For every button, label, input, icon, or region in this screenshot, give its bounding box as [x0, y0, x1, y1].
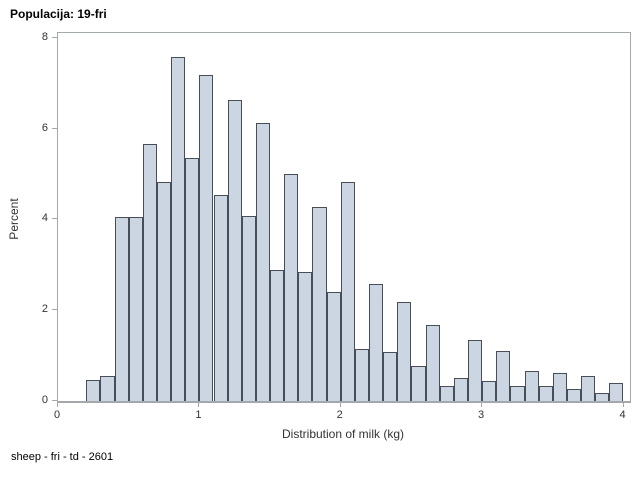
- y-tick-label: 8: [41, 30, 48, 43]
- histogram-bar: [284, 173, 299, 401]
- histogram-bar: [241, 215, 256, 401]
- histogram-bar: [595, 392, 610, 401]
- chart-title: Populacija: 19-fri: [10, 7, 107, 21]
- histogram-bar: [255, 123, 271, 401]
- histogram-bar: [326, 291, 341, 401]
- histogram-bar: [524, 370, 539, 401]
- x-tick-mark: [481, 402, 483, 407]
- histogram-bar: [538, 386, 553, 401]
- y-tick-mark: [52, 309, 57, 311]
- histogram-bar: [453, 377, 468, 401]
- x-tick-mark: [339, 402, 341, 407]
- x-tick-label: 3: [478, 409, 485, 421]
- histogram-bar: [354, 348, 369, 401]
- histogram-bar: [270, 269, 285, 401]
- histogram-bar: [439, 385, 454, 401]
- histogram-bar: [340, 182, 355, 401]
- histogram-bar: [114, 216, 129, 401]
- x-tick-label: 0: [53, 409, 61, 421]
- y-tick-label: 2: [41, 303, 48, 316]
- histogram-bar: [411, 365, 426, 401]
- x-tick-label: 2: [336, 409, 343, 421]
- histogram-bar: [185, 158, 200, 401]
- y-tick-mark: [52, 127, 57, 129]
- histogram-bar: [142, 143, 157, 401]
- plot-area: [57, 32, 631, 403]
- x-tick-mark: [198, 402, 200, 407]
- y-tick-label: 4: [41, 212, 48, 225]
- histogram-bar: [482, 381, 497, 401]
- y-axis-title: Percent: [7, 198, 21, 240]
- histogram-bar: [510, 386, 525, 401]
- histogram-bar: [369, 284, 384, 401]
- y-tick-mark: [52, 36, 57, 38]
- histogram-bar: [171, 57, 186, 401]
- histogram-bar: [312, 207, 327, 401]
- histogram-bar: [425, 325, 440, 401]
- histogram-bar: [566, 388, 582, 401]
- histogram-bar: [496, 351, 511, 401]
- footnote: sheep - fri - td - 2601: [11, 451, 114, 463]
- x-tick-label: 1: [195, 409, 202, 421]
- y-tick-mark: [52, 218, 57, 220]
- histogram-bar: [128, 216, 143, 401]
- histogram-bar: [397, 302, 412, 401]
- x-tick-mark: [57, 402, 58, 407]
- x-tick-label: 4: [619, 409, 626, 421]
- histogram-bar: [298, 271, 313, 401]
- histogram-bar: [213, 194, 228, 401]
- y-tick-label: 6: [41, 121, 48, 134]
- x-tick-mark: [622, 402, 624, 407]
- histogram-bar: [609, 382, 624, 401]
- histogram-bar: [581, 375, 596, 401]
- histogram-bar: [383, 351, 398, 401]
- y-tick-mark: [52, 400, 57, 401]
- histogram-bar: [100, 376, 115, 401]
- histogram-bar: [552, 372, 567, 401]
- y-tick-label: 0: [41, 394, 48, 406]
- histogram-bar: [227, 100, 242, 401]
- x-axis-title: Distribution of milk (kg): [281, 427, 405, 441]
- histogram-bar: [199, 74, 214, 401]
- histogram-bar: [467, 339, 483, 401]
- histogram-bar: [86, 379, 101, 401]
- histogram-bar: [156, 181, 172, 401]
